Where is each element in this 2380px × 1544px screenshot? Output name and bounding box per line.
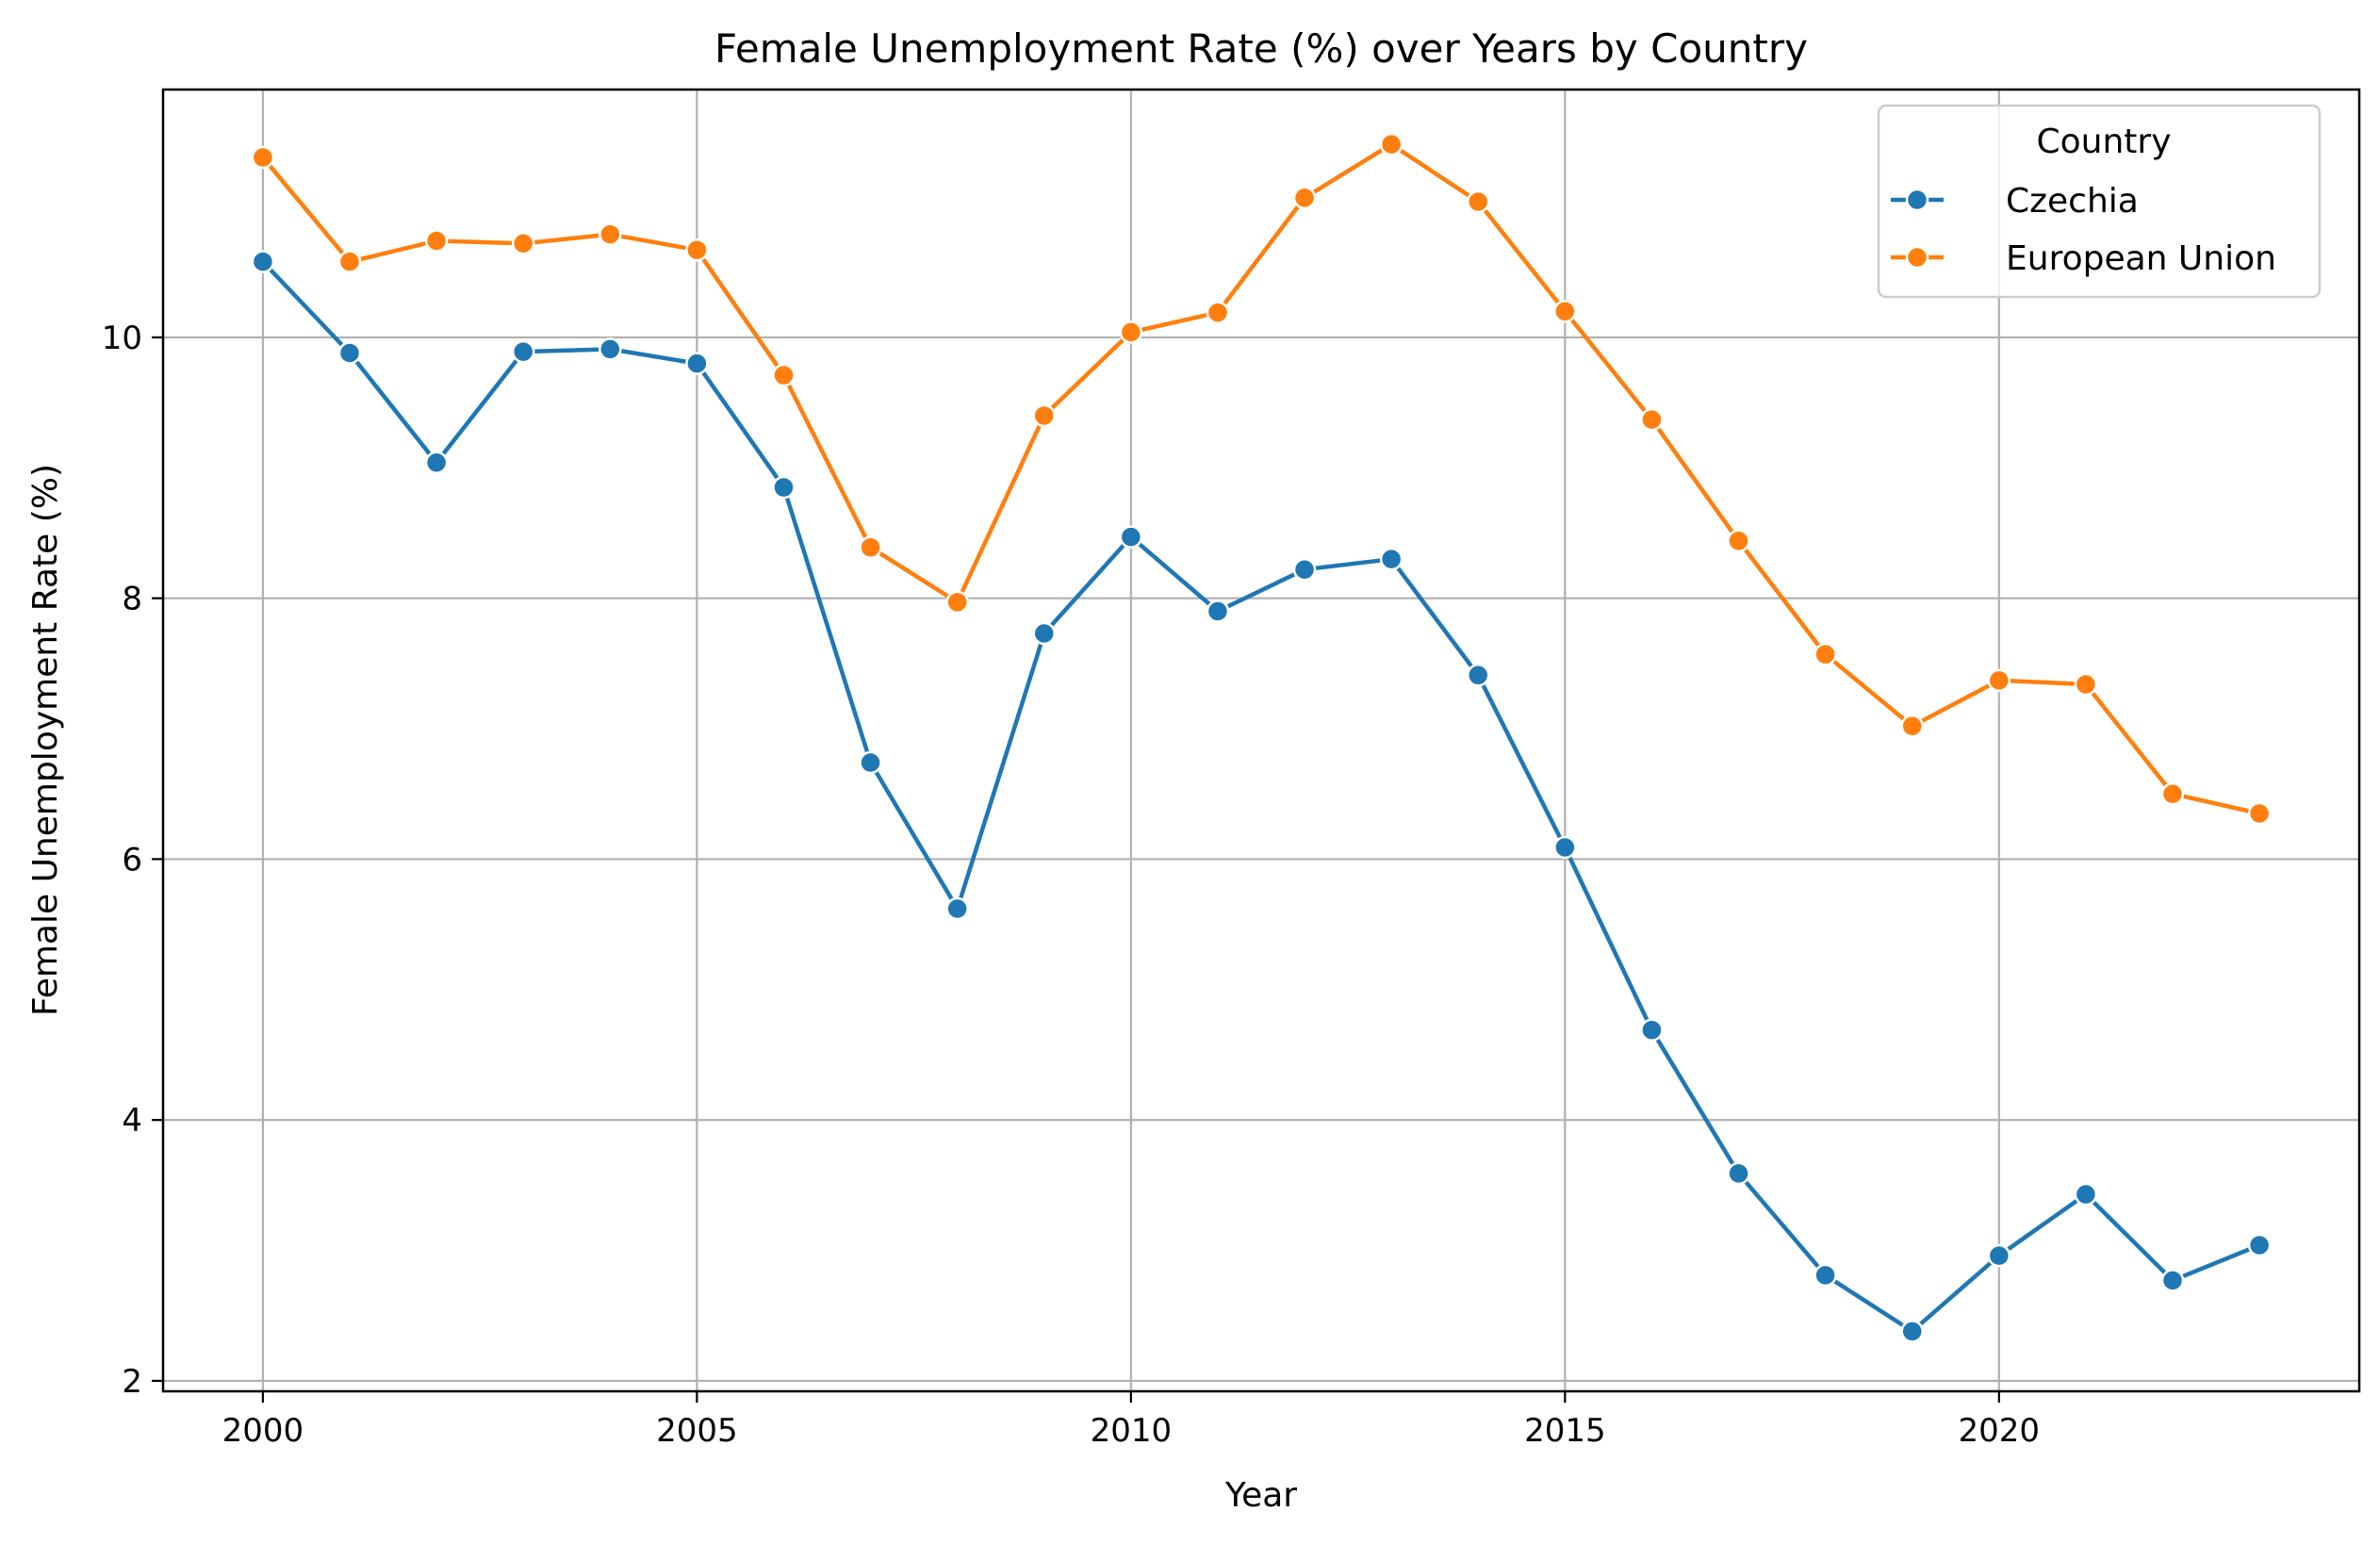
data-point-european-union-2021: [2074, 672, 2098, 697]
x-tick-label: 2015: [1524, 1412, 1606, 1450]
data-point-european-union-2012: [1292, 186, 1317, 210]
data-point-czechia-2018: [1814, 1263, 1837, 1288]
y-tick-label: 6: [122, 841, 142, 879]
legend-box: [1877, 104, 2322, 299]
data-point-czechia-2007: [859, 750, 882, 775]
data-point-czechia-2008: [945, 896, 969, 921]
data-point-european-union-2019: [1900, 715, 1924, 738]
data-point-european-union-2005: [685, 238, 709, 262]
grid: [163, 90, 2359, 1391]
data-point-czechia-2005: [685, 352, 709, 375]
series-czechia: [251, 250, 2272, 1343]
data-point-european-union-2001: [337, 250, 362, 273]
y-axis-label: Female Unemployment Rate (%): [26, 464, 65, 1016]
data-point-czechia-2011: [1206, 600, 1230, 623]
y-axis-ticks: 2 4 6 8 10: [102, 320, 163, 1401]
data-point-czechia-2002: [424, 451, 449, 475]
data-point-european-union-2002: [424, 229, 449, 253]
data-point-european-union-2022: [2160, 781, 2185, 806]
data-point-european-union-2008: [945, 590, 969, 615]
legend-label-european-union: European Union: [2006, 239, 2276, 278]
data-point-czechia-2019: [1900, 1320, 1924, 1343]
data-point-european-union-2006: [772, 363, 796, 387]
x-axis-ticks: 2000 2005 2010 2015 2020: [222, 1391, 2040, 1450]
data-point-czechia-2016: [1640, 1018, 1664, 1042]
data-point-european-union-2015: [1553, 299, 1577, 323]
x-tick-label: 2005: [656, 1412, 738, 1450]
data-point-european-union-2003: [511, 232, 535, 255]
data-point-european-union-2000: [251, 145, 275, 170]
series-line-european-union: [261, 141, 2260, 816]
data-point-czechia-2021: [2074, 1182, 2098, 1207]
data-point-european-union-2013: [1379, 132, 1403, 156]
data-point-czechia-2004: [599, 337, 622, 361]
legend: Country Czechia European Union: [1877, 104, 2322, 299]
data-point-czechia-2022: [2160, 1269, 2185, 1292]
data-point-european-union-2004: [599, 222, 622, 246]
data-point-czechia-2001: [337, 341, 362, 365]
series-european-union: [251, 132, 2272, 826]
data-point-european-union-2010: [1119, 320, 1143, 344]
data-point-czechia-2015: [1553, 835, 1577, 860]
x-tick-label: 2000: [222, 1412, 304, 1450]
x-axis-label: Year: [1224, 1476, 1297, 1515]
data-point-european-union-2007: [859, 535, 882, 559]
y-tick-label: 2: [122, 1363, 142, 1401]
series-layer: [251, 132, 2272, 1343]
data-point-european-union-2018: [1814, 642, 1837, 666]
data-point-czechia-2013: [1379, 547, 1403, 571]
data-point-european-union-2011: [1206, 301, 1230, 324]
data-point-european-union-2023: [2247, 801, 2272, 826]
data-point-czechia-2009: [1032, 621, 1057, 646]
data-point-czechia-2006: [772, 475, 796, 500]
legend-title: Country: [2036, 123, 2171, 161]
data-point-czechia-2020: [1987, 1243, 2011, 1268]
x-tick-label: 2010: [1091, 1412, 1173, 1450]
x-tick-label: 2020: [1959, 1412, 2041, 1450]
data-point-european-union-2014: [1466, 189, 1490, 214]
y-tick-label: 10: [102, 320, 142, 357]
data-point-czechia-2003: [511, 339, 535, 364]
legend-marker-czechia: [1905, 188, 1929, 212]
data-point-european-union-2020: [1987, 668, 2011, 693]
data-point-european-union-2009: [1032, 403, 1057, 428]
chart-title: Female Unemployment Rate (%) over Years …: [714, 25, 1808, 72]
data-point-european-union-2017: [1727, 529, 1750, 553]
data-point-czechia-2017: [1727, 1161, 1750, 1186]
data-point-czechia-2010: [1119, 525, 1143, 549]
data-point-czechia-2012: [1292, 557, 1317, 582]
y-tick-label: 8: [122, 581, 142, 618]
plot-frame: [161, 88, 2361, 1393]
legend-marker-european-union: [1905, 245, 1929, 270]
data-point-czechia-2000: [251, 250, 275, 273]
y-tick-label: 4: [122, 1102, 142, 1140]
data-point-czechia-2014: [1466, 664, 1490, 687]
legend-label-czechia: Czechia: [2006, 182, 2139, 221]
series-line-czechia: [261, 260, 2260, 1334]
data-point-czechia-2023: [2247, 1233, 2272, 1257]
data-point-european-union-2016: [1640, 407, 1664, 432]
